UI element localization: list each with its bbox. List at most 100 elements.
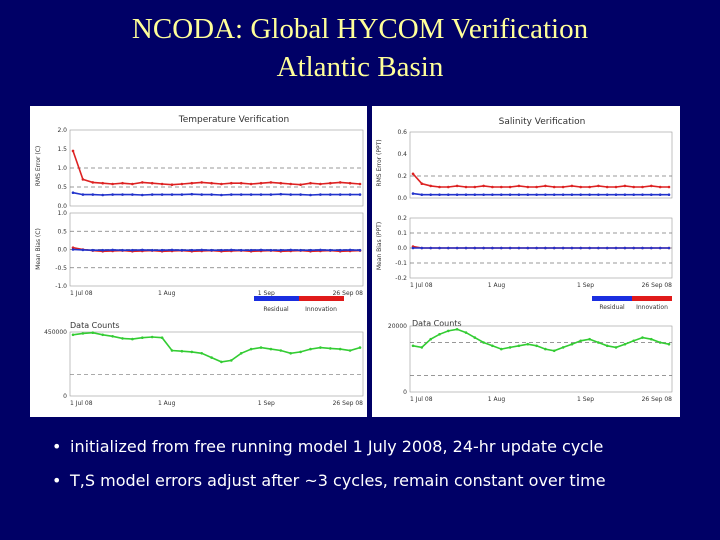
data-point: [200, 352, 203, 355]
y-tick-label: 0.0: [397, 245, 407, 252]
data-point: [455, 246, 459, 250]
data-point: [544, 246, 547, 250]
data-point: [491, 246, 494, 250]
data-point: [411, 172, 415, 176]
data-point: [180, 349, 184, 353]
data-point: [561, 185, 565, 189]
data-point: [121, 248, 124, 252]
data-point: [597, 246, 600, 250]
data-point: [230, 359, 233, 362]
data-point: [641, 185, 644, 189]
data-point: [482, 184, 485, 188]
data-point: [200, 193, 203, 196]
salinity-legend: Residual Innovation: [592, 296, 672, 311]
data-point: [190, 181, 194, 185]
salinity-rms-ylabel: RMS Error (PPT): [376, 139, 383, 186]
y-tick-label: 450000: [44, 329, 67, 336]
data-point: [170, 248, 174, 252]
data-point: [279, 349, 283, 352]
data-point: [447, 246, 450, 250]
x-tick-label: 26 Sep 08: [333, 400, 364, 407]
data-point: [259, 193, 263, 196]
data-point: [190, 192, 194, 196]
y-tick-label: 0.1: [397, 230, 407, 237]
series-line-residual: [72, 248, 361, 251]
data-point: [111, 182, 114, 186]
data-point: [329, 248, 332, 252]
data-point: [319, 346, 322, 349]
data-point: [447, 193, 450, 196]
data-point: [131, 193, 134, 196]
data-point: [614, 193, 618, 196]
data-point: [329, 347, 332, 350]
x-tick-label: 1 Aug: [158, 290, 176, 297]
data-point: [500, 193, 503, 196]
salinity-bias-ylabel: Mean Bias (PPT): [376, 222, 383, 270]
bullet-item-2: • T,S model errors adjust after ~3 cycle…: [52, 464, 712, 498]
data-point: [230, 248, 233, 252]
data-point: [121, 337, 124, 340]
data-point: [508, 346, 512, 349]
data-point: [180, 248, 184, 252]
temperature-verification-panel: Temperature Verification 2.0 1.5 1.0 0.5 0.0…: [30, 106, 367, 417]
data-point: [329, 193, 332, 196]
data-point: [239, 193, 243, 196]
data-point: [338, 193, 342, 196]
x-tick-label: 1 Jul 08: [410, 282, 433, 289]
data-point: [650, 193, 653, 196]
series-line-innovation: [412, 173, 669, 188]
data-point: [160, 248, 164, 252]
data-point: [570, 184, 574, 188]
x-tick-label: 1 Sep: [577, 282, 594, 289]
data-point: [650, 246, 653, 250]
y-tick-label: 2.0: [57, 127, 67, 134]
data-point: [190, 248, 194, 252]
data-point: [319, 182, 322, 186]
bullet-list: • initialized from free running model 1 …: [52, 430, 712, 498]
data-point: [438, 246, 441, 250]
data-point: [269, 347, 273, 351]
data-point: [597, 341, 600, 344]
y-tick-label: -0.5: [55, 265, 67, 272]
data-point: [150, 248, 154, 252]
data-point: [299, 183, 302, 186]
data-point: [438, 333, 441, 336]
data-point: [230, 193, 233, 196]
data-point: [491, 185, 494, 189]
data-point: [200, 181, 203, 184]
data-point: [561, 246, 565, 250]
data-point: [535, 185, 538, 189]
data-point: [289, 193, 293, 196]
data-point: [220, 182, 223, 186]
data-point: [249, 193, 253, 196]
data-point: [623, 342, 627, 346]
data-point: [210, 181, 213, 185]
data-point: [535, 344, 538, 348]
data-point: [170, 193, 174, 196]
data-point: [420, 346, 424, 349]
data-point: [455, 193, 459, 196]
x-tick-label: 26 Sep 08: [642, 282, 673, 289]
slide-title-line-2: Atlantic Basin: [276, 51, 444, 83]
data-point: [658, 246, 662, 250]
y-tick-label: 0: [403, 389, 407, 396]
data-point: [438, 193, 441, 196]
data-point: [667, 185, 671, 189]
data-point: [91, 193, 95, 196]
data-point: [210, 248, 213, 252]
data-point: [429, 246, 432, 250]
data-point: [420, 182, 424, 185]
data-point: [588, 246, 591, 250]
data-point: [141, 193, 144, 197]
data-point: [239, 181, 243, 185]
data-point: [500, 246, 503, 250]
data-point: [482, 246, 485, 250]
data-point: [190, 350, 194, 354]
data-point: [597, 184, 600, 188]
data-point: [579, 339, 582, 343]
temperature-charts-svg: Temperature Verification 2.0 1.5 1.0 0.5 0.0…: [35, 115, 364, 407]
y-tick-label: 0.4: [397, 151, 407, 158]
data-point: [101, 248, 104, 252]
data-point: [579, 246, 582, 250]
data-point: [259, 181, 263, 185]
